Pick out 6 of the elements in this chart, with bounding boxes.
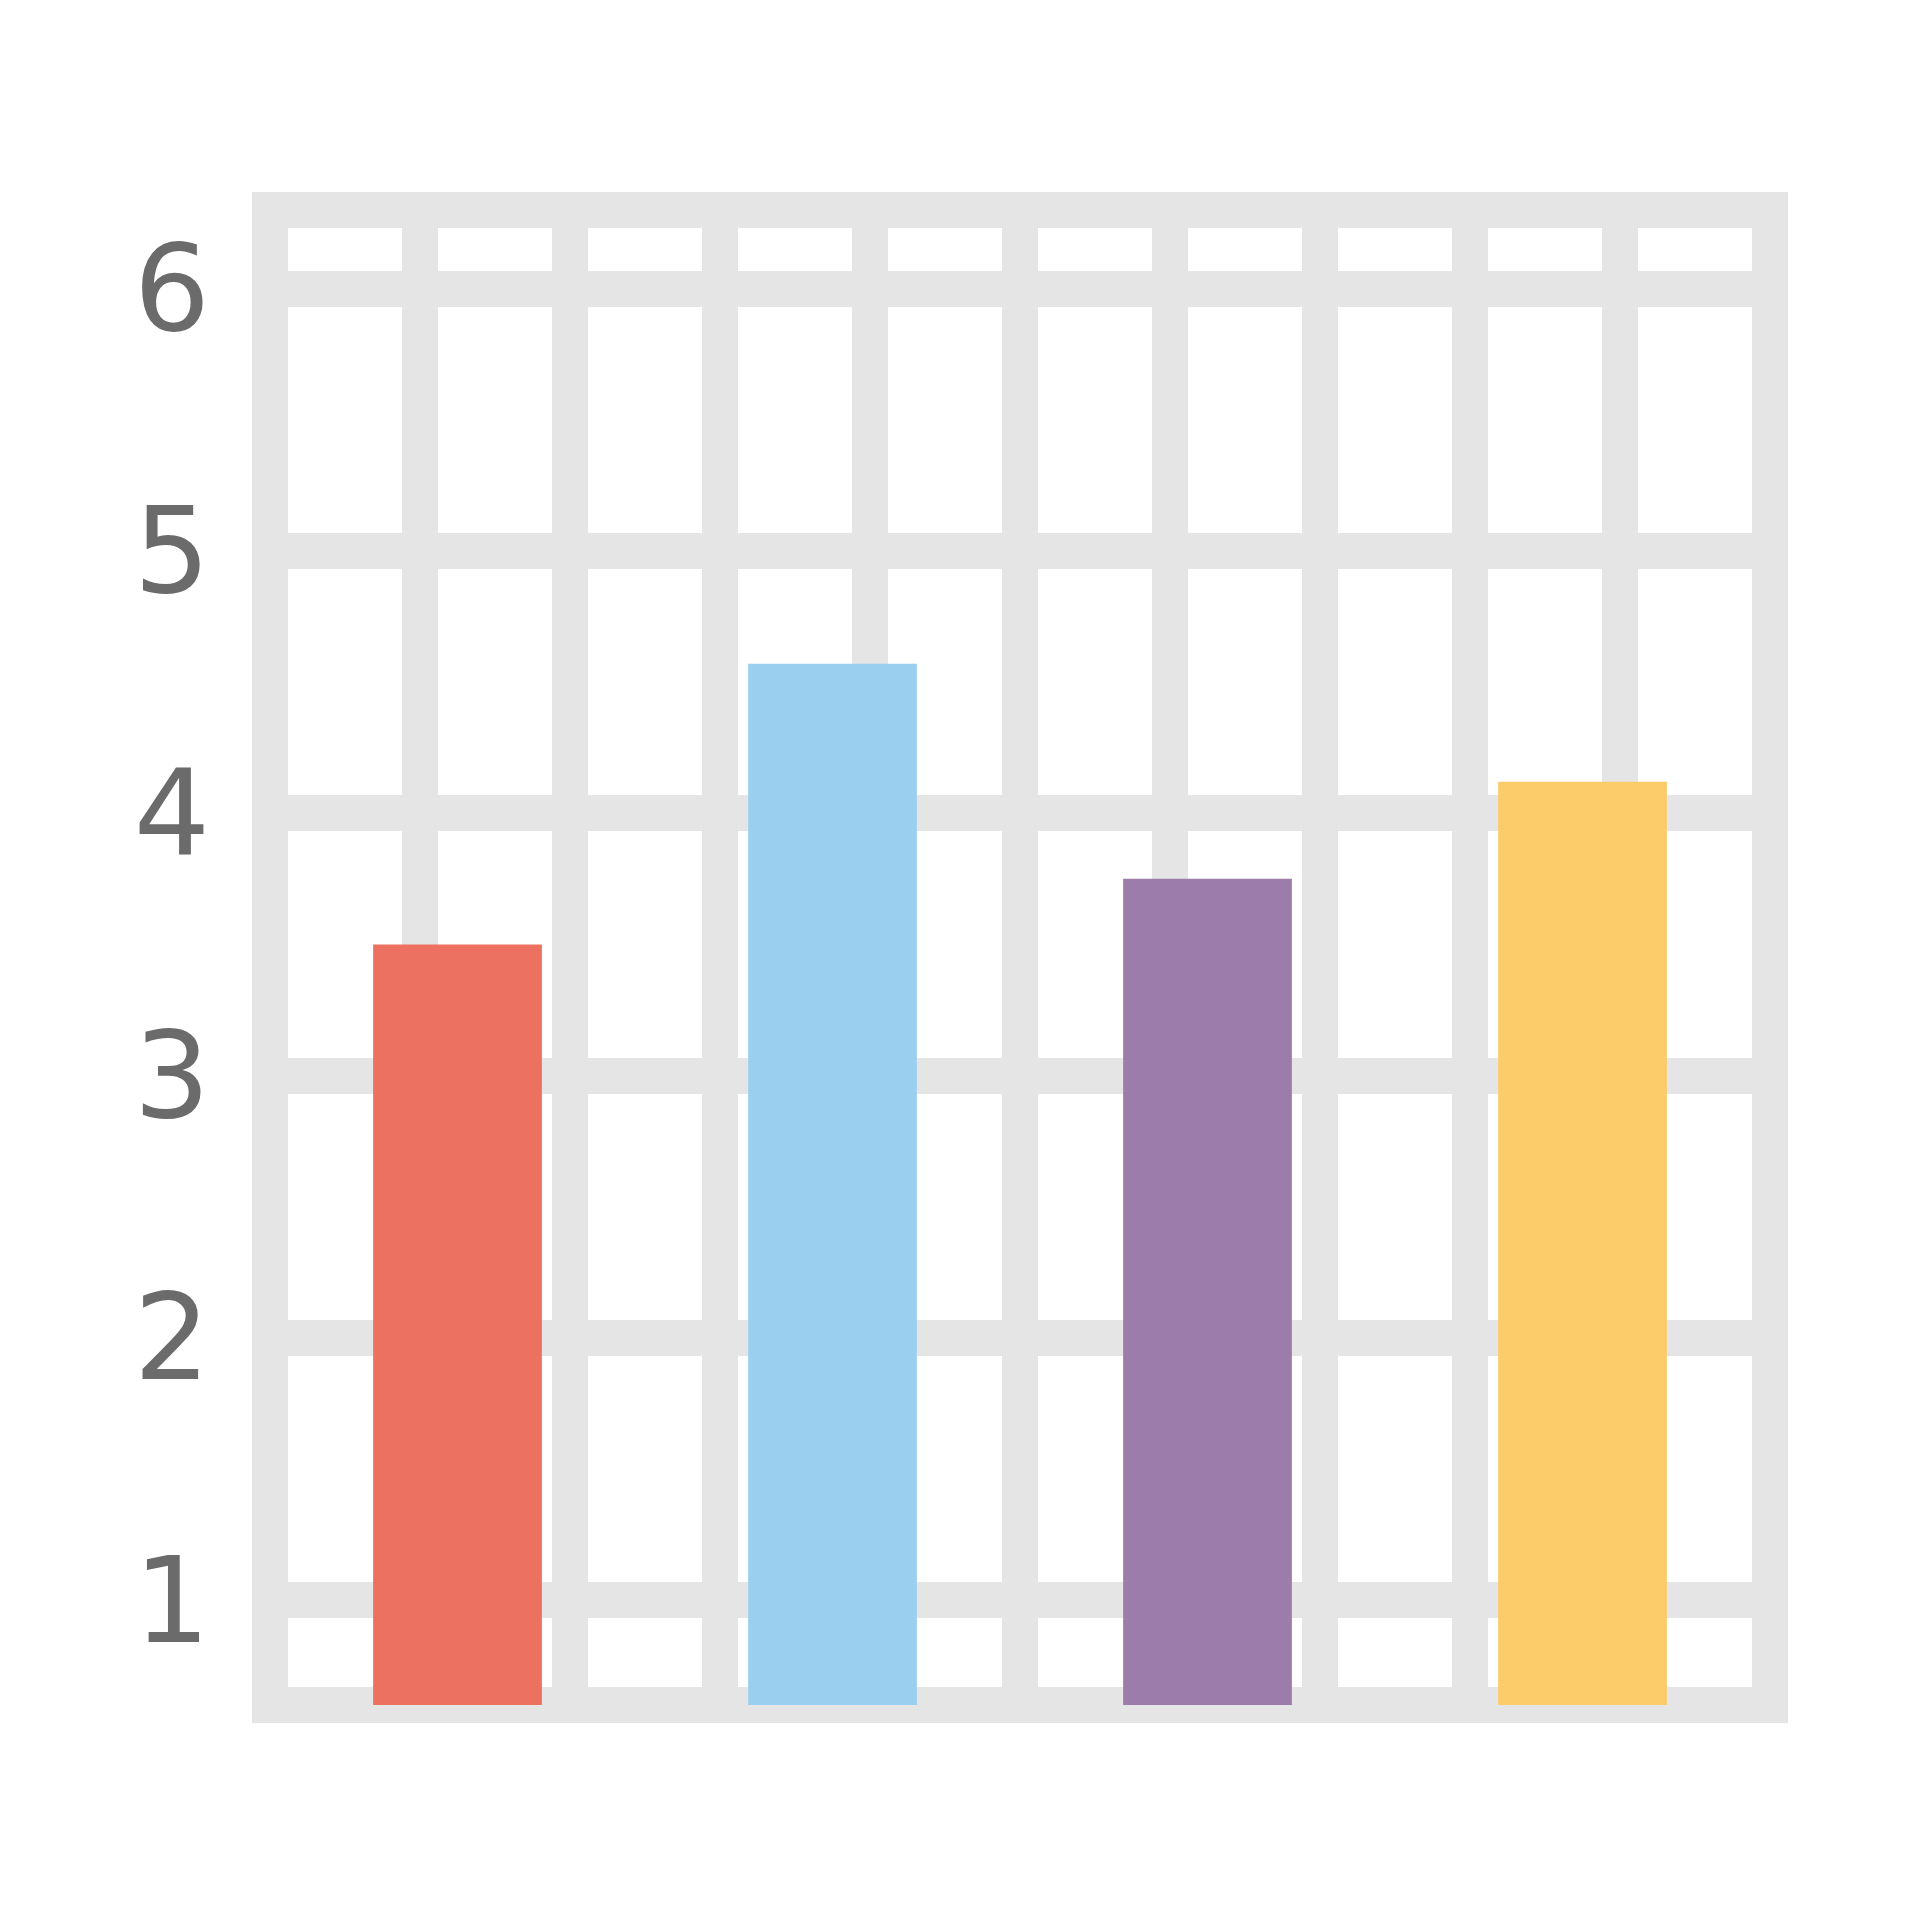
y-tick-label: 1 <box>133 1530 210 1670</box>
y-tick-label: 6 <box>133 219 210 359</box>
y-tick-label: 5 <box>133 481 210 621</box>
y-tick-label: 4 <box>133 743 210 883</box>
y-tick-label: 2 <box>133 1268 210 1408</box>
y-tick-label: 3 <box>133 1006 210 1146</box>
